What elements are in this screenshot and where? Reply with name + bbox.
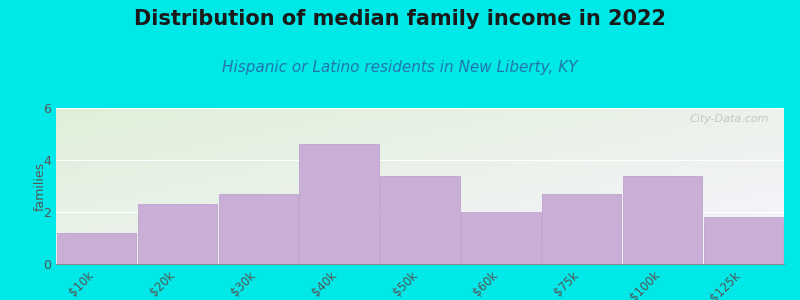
- Bar: [542, 194, 622, 264]
- Bar: [623, 176, 702, 264]
- Bar: [57, 233, 136, 264]
- Text: City-Data.com: City-Data.com: [690, 114, 770, 124]
- Bar: [218, 194, 298, 264]
- Text: Hispanic or Latino residents in New Liberty, KY: Hispanic or Latino residents in New Libe…: [222, 60, 578, 75]
- Bar: [462, 212, 541, 264]
- Bar: [138, 204, 217, 264]
- Text: Distribution of median family income in 2022: Distribution of median family income in …: [134, 9, 666, 29]
- Bar: [704, 217, 783, 264]
- Bar: [380, 176, 460, 264]
- Y-axis label: families: families: [34, 161, 47, 211]
- Bar: [299, 144, 378, 264]
